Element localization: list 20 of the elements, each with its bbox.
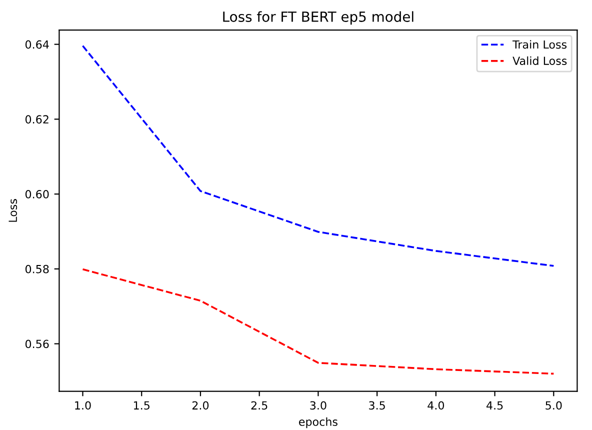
x-tick-label: 1.5 [134, 401, 150, 410]
x-tick-label: 3.0 [310, 401, 326, 410]
x-tick-label: 1.0 [75, 401, 91, 410]
y-tick-label: 0.62 [25, 115, 48, 124]
line-series [82, 268, 555, 375]
legend-label: Train Loss [512, 40, 567, 49]
y-axis-title: Loss [8, 199, 18, 222]
x-tick-label: 3.5 [369, 401, 385, 410]
x-axis-title: epochs [299, 417, 338, 428]
x-tick-label: 4.0 [428, 401, 444, 410]
y-tick-label: 0.58 [25, 264, 49, 274]
legend-label: Valid Loss [512, 56, 567, 66]
x-tick-label: 5.0 [546, 401, 562, 410]
y-tick-label: 0.64 [25, 40, 49, 49]
x-tick-label: 2.5 [251, 401, 268, 410]
y-tick-label: 0.56 [25, 340, 49, 348]
chart-title: Loss for FT BERT ep5 model [223, 11, 414, 25]
y-tick-label: 0.60 [25, 190, 49, 198]
x-tick-label: 2.0 [192, 401, 209, 410]
x-tick-label: 4.5 [486, 401, 503, 410]
